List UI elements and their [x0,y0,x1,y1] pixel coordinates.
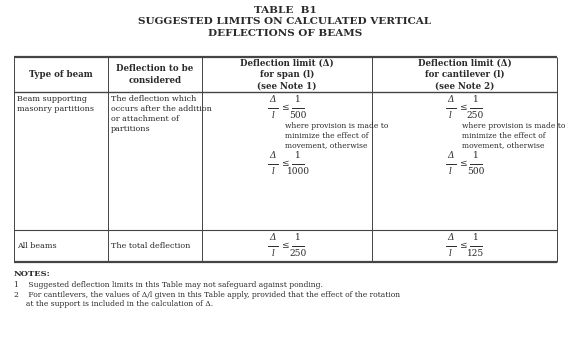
Text: ≤: ≤ [459,104,467,113]
Text: l: l [449,112,452,120]
Text: The total deflection: The total deflection [111,242,190,250]
Text: ≤: ≤ [282,160,289,168]
Text: ≤: ≤ [282,241,289,251]
Text: The deflection which
occurs after the addition
or attachment of
partitions: The deflection which occurs after the ad… [111,95,212,133]
Text: l: l [272,167,275,177]
Text: Δ: Δ [270,151,276,161]
Text: 2    For cantilevers, the values of Δ/l given in this Table apply, provided that: 2 For cantilevers, the values of Δ/l giv… [14,291,400,299]
Text: 1: 1 [473,151,478,161]
Text: 500: 500 [289,112,307,120]
Text: ≤: ≤ [459,241,467,251]
Text: TABLE  B1: TABLE B1 [254,6,316,15]
Text: at the support is included in the calculation of Δ.: at the support is included in the calcul… [14,300,213,308]
Text: 500: 500 [467,167,484,177]
Text: Δ: Δ [270,234,276,242]
Text: l: l [449,250,452,258]
Text: l: l [449,167,452,177]
Text: Δ: Δ [447,234,454,242]
Text: Type of beam: Type of beam [29,70,93,79]
Text: Δ: Δ [447,151,454,161]
Text: SUGGESTED LIMITS ON CALCULATED VERTICAL
DEFLECTIONS OF BEAMS: SUGGESTED LIMITS ON CALCULATED VERTICAL … [138,17,432,39]
Text: 125: 125 [467,250,484,258]
Text: 1000: 1000 [287,167,309,177]
Text: 1: 1 [295,95,301,104]
Text: NOTES:: NOTES: [14,270,51,278]
Text: Deflection to be
considered: Deflection to be considered [116,64,194,85]
Text: Deflection limit (Δ)
for span (l)
(see Note 1): Deflection limit (Δ) for span (l) (see N… [240,58,334,90]
Text: 250: 250 [467,112,484,120]
Text: where provision is made to
minimize the effect of
movement, otherwise: where provision is made to minimize the … [285,122,388,150]
Text: 1: 1 [473,95,478,104]
Text: 1    Suggested deflection limits in this Table may not safeguard against ponding: 1 Suggested deflection limits in this Ta… [14,281,323,289]
Text: Deflection limit (Δ)
for cantilever (l)
(see Note 2): Deflection limit (Δ) for cantilever (l) … [417,59,512,90]
Text: ≤: ≤ [459,160,467,168]
Text: All beams: All beams [17,242,57,250]
Text: ≤: ≤ [282,104,289,113]
Text: 1: 1 [295,151,301,161]
Text: Δ: Δ [447,95,454,104]
Text: 1: 1 [473,234,478,242]
Text: Beam supporting
masonry partitions: Beam supporting masonry partitions [17,95,94,113]
Text: where provision is made to
minimize the effect of
movement, otherwise: where provision is made to minimize the … [463,122,566,150]
Text: 250: 250 [289,250,307,258]
Text: Δ: Δ [270,95,276,104]
Text: l: l [272,112,275,120]
Text: l: l [272,250,275,258]
Text: 1: 1 [295,234,301,242]
